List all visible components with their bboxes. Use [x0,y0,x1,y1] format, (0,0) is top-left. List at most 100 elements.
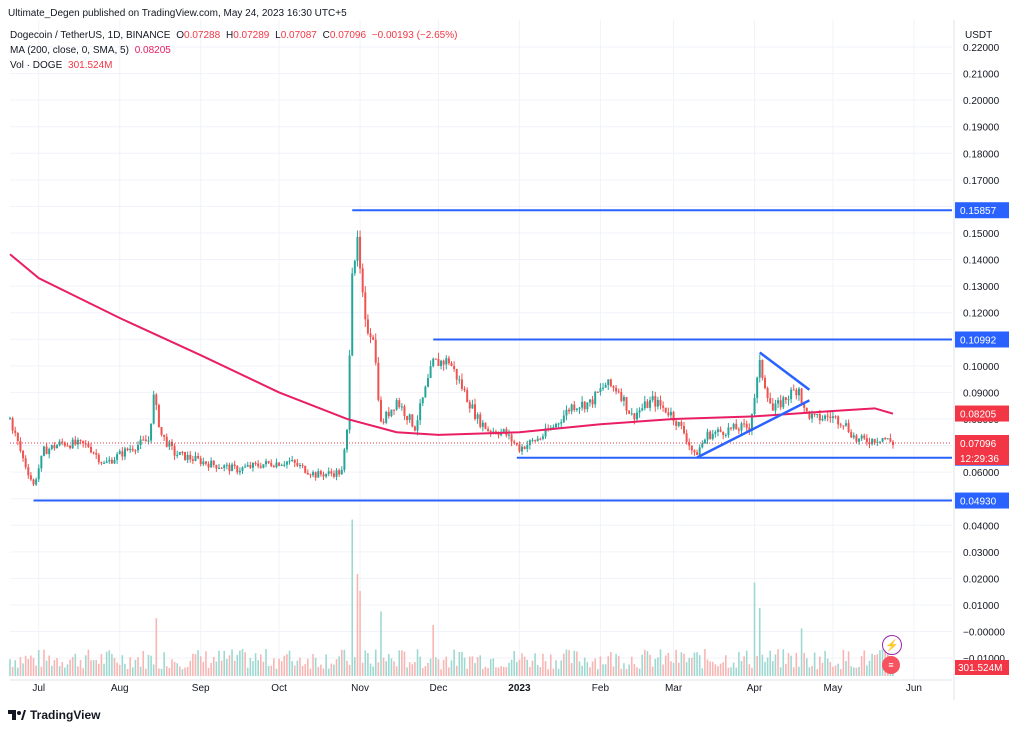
volume-bar [649,654,651,676]
volume-bar [137,657,139,676]
volume-bar [691,657,693,676]
volume-bar [116,662,118,676]
low-value: 0.07087 [280,30,317,41]
candle-body [168,441,171,447]
volume-bar [453,649,455,676]
candle-body [212,460,215,465]
volume-bar [359,591,361,676]
volume-bar [48,655,50,676]
x-tick-label: Sep [192,683,210,694]
volume-bar [61,662,64,676]
volume-bar [785,663,787,676]
lightning-icon[interactable]: ⚡ [882,635,902,655]
volume-bar [795,652,798,676]
candle-body [826,415,829,417]
candle-body [622,397,625,401]
volume-bar [805,658,808,676]
candle-body [374,339,377,363]
candle-body [570,404,573,412]
candle-body [314,472,317,478]
volume-bar [455,665,458,676]
us-flag-icon[interactable]: ≡ [882,656,900,674]
candle-body [690,445,693,451]
candle-body [620,392,623,401]
volume-bar [672,662,675,676]
volume-bar [77,666,79,676]
volume-bar [753,582,756,676]
ma-value: 0.08205 [134,45,171,56]
candle-body [855,435,858,442]
candle-body [14,430,17,433]
volume-bar [388,654,390,676]
volume-bar [189,660,192,676]
candle-body [66,445,69,447]
candle-body [625,397,628,411]
volume-bar [226,659,228,676]
candle-body [790,389,793,400]
candle-body [445,358,448,365]
candle-body [711,433,714,439]
volume-bar [834,665,837,676]
tradingview-brand[interactable]: TradingView [8,708,100,722]
candle-body [105,461,108,463]
candle-body [199,458,202,465]
candle-body [170,441,173,447]
volume-bar [659,649,662,676]
symbol-name: Dogecoin / TetherUS, 1D, BINANCE [10,30,171,41]
candle-body [649,400,652,408]
candle-body [518,444,521,452]
candle-body [157,404,160,428]
candle-body [716,429,719,432]
volume-bar [461,651,463,676]
candle-body [769,398,772,404]
candle-body [722,431,725,436]
volume-bar [32,657,35,676]
candle-body [165,436,168,447]
candle-body [186,454,189,461]
volume-bar [228,655,231,676]
ma-legend[interactable]: MA (200, close, 0, SMA, 5) 0.08205 [10,45,174,56]
y-tick-label: 0.09000 [963,388,1000,399]
candle-body [207,463,210,468]
candle-body [602,387,605,389]
candle-body [487,428,490,431]
candle-body [534,440,537,442]
volume-bar [497,667,500,676]
volume-bar [244,652,246,676]
volume-bar [103,663,105,676]
candle-body [442,360,445,365]
y-tick-label: 0.01000 [963,601,1000,612]
candle-body [763,377,766,389]
volume-bar [871,653,873,676]
volume-bar [210,662,212,676]
candle-body [667,412,670,416]
volume-bar [207,667,210,676]
candle-body [147,440,150,442]
high-label: H [225,30,234,41]
volume-bar [646,651,649,676]
volume-bar [186,666,189,676]
candle-body [406,416,409,421]
volume-bar [602,664,604,676]
volume-bar [11,666,14,676]
volume-bar [411,664,414,676]
candle-body [204,461,207,464]
volume-bar [113,657,116,676]
volume-bar [249,657,252,676]
candle-body [837,416,840,425]
volume-legend[interactable]: Vol · DOGE 301.524M [10,60,116,71]
candle-body [560,422,563,424]
volume-bar [173,661,176,676]
volume-bar [64,667,66,676]
volume-bar [792,667,795,676]
y-tick-label: 0.10000 [963,362,1000,373]
volume-bar [79,660,82,676]
candle-body [293,460,296,463]
volume-bar [364,650,367,676]
candle-body [834,416,837,418]
volume-bar [82,668,84,676]
candle-body [338,470,341,475]
volume-bar [487,668,489,676]
volume-bar [333,664,335,676]
